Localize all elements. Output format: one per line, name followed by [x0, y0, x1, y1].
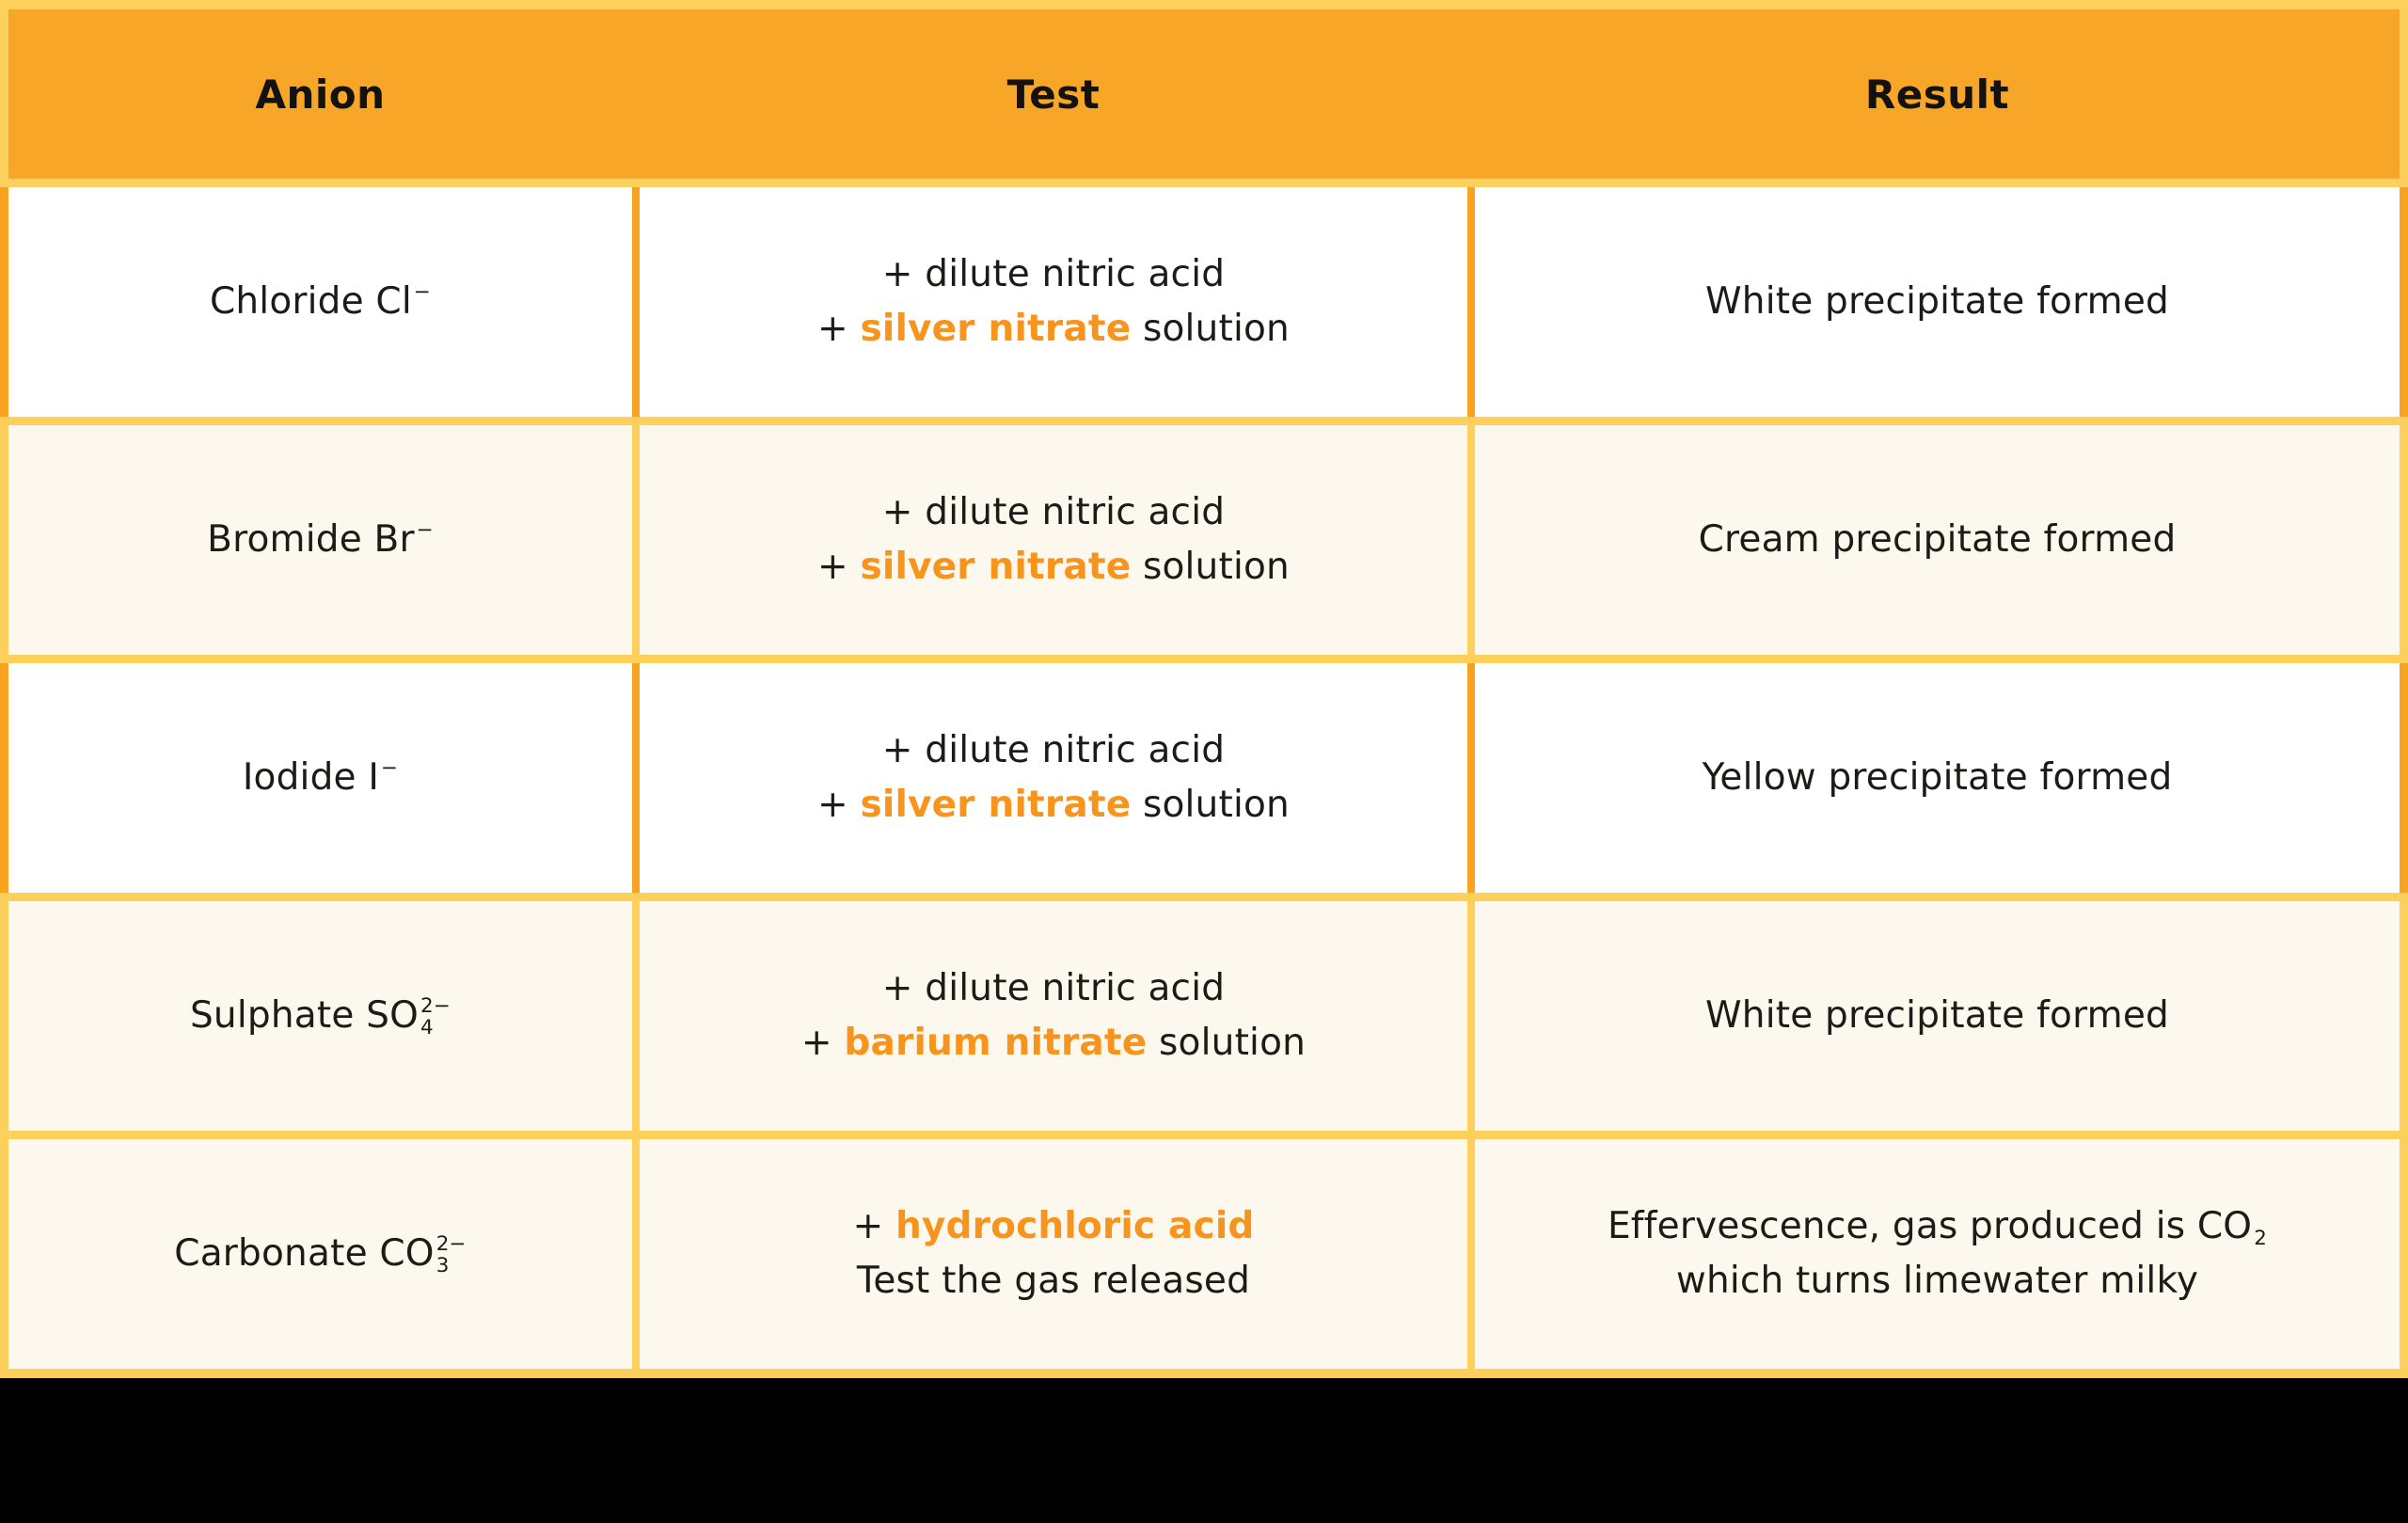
result-cell: White precipitate formed: [1475, 901, 2400, 1131]
result-cell: Yellow precipitate formed: [1475, 663, 2400, 893]
test-line: + hydrochloric acid: [852, 1204, 1255, 1247]
column-divider: [632, 663, 640, 893]
table-row-iodide: Iodide I − + dilute nitric acid + silver …: [0, 663, 2408, 893]
header-cell-test: Test: [640, 9, 1467, 179]
anion-label: Carbonate CO 2− 3: [174, 1231, 467, 1278]
result-cell: Effervescence, gas produced is CO 2 which…: [1475, 1139, 2400, 1369]
test-cell: + hydrochloric acid Test the gas release…: [640, 1139, 1467, 1369]
table-row-sulphate: Sulphate SO 2− 4 + dilute nitric acid + ba…: [0, 901, 2408, 1131]
test-line: + dilute nitric acid: [881, 966, 1226, 1009]
test-cell: + dilute nitric acid + silver nitrate so…: [640, 425, 1467, 655]
column-divider: [1467, 425, 1475, 655]
result-line: Effervescence, gas produced is CO 2: [1607, 1204, 2268, 1250]
formula-script: 2: [2254, 1227, 2268, 1250]
table-row-carbonate: Carbonate CO 2− 3 + hydrochloric acid Test…: [0, 1139, 2408, 1369]
test-cell: + dilute nitric acid + silver nitrate so…: [640, 663, 1467, 893]
header-label-test: Test: [1006, 71, 1101, 118]
header-cell-anion: Anion: [8, 9, 632, 179]
header-label-result: Result: [1864, 71, 2010, 118]
column-divider: [1467, 901, 1475, 1131]
header-label-anion: Anion: [255, 71, 386, 118]
anion-tests-table: Anion Test Result Chloride Cl − + dilute …: [0, 0, 2408, 1378]
anion-cell: Chloride Cl −: [8, 187, 632, 417]
anion-label: Sulphate SO 2− 4: [189, 993, 452, 1040]
test-line: + silver nitrate solution: [817, 308, 1290, 350]
result-line: which turns limewater milky: [1675, 1260, 2199, 1302]
test-line: + silver nitrate solution: [817, 546, 1290, 588]
table-row-bromide: Bromide Br − + dilute nitric acid + silve…: [0, 425, 2408, 655]
test-line: + dilute nitric acid: [881, 728, 1226, 771]
column-divider: [632, 901, 640, 1131]
column-divider: [632, 425, 640, 655]
header-cell-result: Result: [1475, 9, 2400, 179]
column-divider: [1467, 1139, 1475, 1369]
ion-charge: −: [416, 517, 434, 542]
result-cell: Cream precipitate formed: [1475, 425, 2400, 655]
test-line: + dilute nitric acid: [881, 252, 1226, 295]
anion-label: Bromide Br −: [207, 513, 434, 568]
test-line: Test the gas released: [856, 1260, 1251, 1302]
result-line: White precipitate formed: [1705, 993, 2169, 1037]
reagent-highlight: silver nitrate: [860, 546, 1132, 588]
column-divider: [632, 9, 640, 179]
anion-cell: Sulphate SO 2− 4: [8, 901, 632, 1131]
result-line: Cream precipitate formed: [1698, 517, 2177, 561]
result-line: White precipitate formed: [1705, 279, 2169, 323]
anion-label: Iodide I −: [243, 751, 398, 806]
test-line: + silver nitrate solution: [817, 784, 1290, 826]
test-cell: + dilute nitric acid + barium nitrate so…: [640, 901, 1467, 1131]
ion-charge: 2− 3: [436, 1231, 467, 1278]
column-divider: [632, 187, 640, 417]
test-cell: + dilute nitric acid + silver nitrate so…: [640, 187, 1467, 417]
column-divider: [1467, 9, 1475, 179]
reagent-highlight: silver nitrate: [860, 784, 1132, 826]
anion-label: Chloride Cl −: [210, 275, 431, 330]
result-cell: White precipitate formed: [1475, 187, 2400, 417]
table-row-chloride: Chloride Cl − + dilute nitric acid + silv…: [0, 187, 2408, 417]
ion-charge: 2− 4: [420, 993, 452, 1040]
reagent-highlight: silver nitrate: [860, 308, 1132, 350]
column-divider: [632, 1139, 640, 1369]
ion-charge: −: [413, 279, 432, 304]
reagent-highlight: barium nitrate: [844, 1022, 1148, 1064]
anion-cell: Carbonate CO 2− 3: [8, 1139, 632, 1369]
table-header-row: Anion Test Result: [0, 9, 2408, 179]
ion-charge: −: [381, 755, 399, 780]
anion-cell: Bromide Br −: [8, 425, 632, 655]
anion-cell: Iodide I −: [8, 663, 632, 893]
column-divider: [1467, 663, 1475, 893]
test-line: + dilute nitric acid: [881, 490, 1226, 533]
column-divider: [1467, 187, 1475, 417]
reagent-highlight: hydrochloric acid: [895, 1204, 1255, 1247]
result-line: Yellow precipitate formed: [1702, 755, 2173, 799]
test-line: + barium nitrate solution: [800, 1022, 1307, 1064]
